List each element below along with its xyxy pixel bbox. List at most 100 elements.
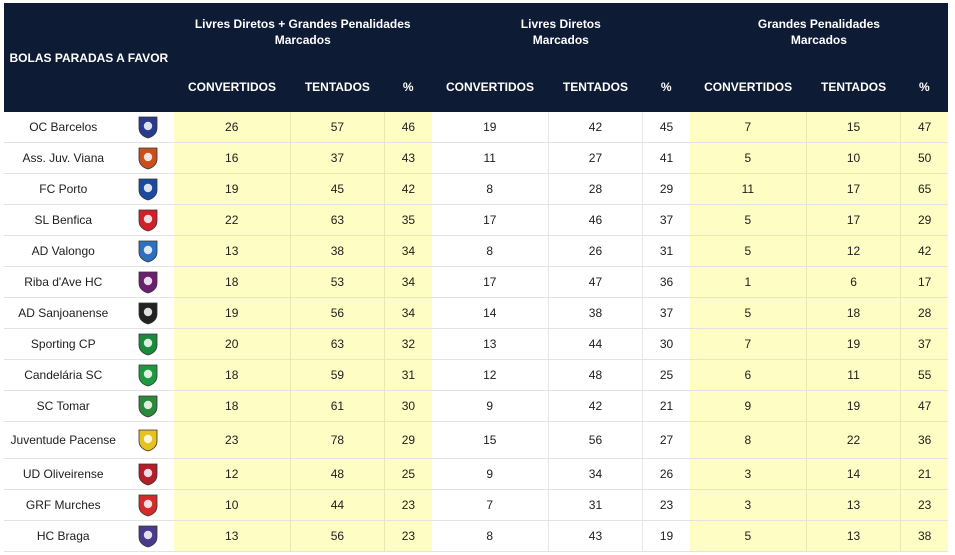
team-crest-cell bbox=[122, 421, 174, 459]
team-name: AD Sanjoanense bbox=[4, 297, 123, 329]
total-tentados-cell: 37 bbox=[290, 142, 386, 174]
livres-diretos-tentados-cell: 47 bbox=[548, 266, 644, 298]
livres-diretos-convertidos-cell: 12 bbox=[431, 359, 549, 391]
col-header-tentados: TENTADOS bbox=[290, 61, 385, 112]
total-percent-cell: 31 bbox=[384, 359, 432, 391]
table-header: BOLAS PARADAS A FAVOR Livres Diretos + G… bbox=[4, 3, 948, 112]
table-row: AD Valongo 13 38 34 8 26 31 5 12 42 bbox=[4, 235, 948, 267]
total-percent-cell: 43 bbox=[384, 142, 432, 174]
livres-diretos-percent-cell: 31 bbox=[642, 235, 690, 267]
col-header-percent: % bbox=[642, 61, 690, 112]
grandes-penalidades-convertidos-cell: 5 bbox=[689, 204, 807, 236]
juventude-pacense-crest bbox=[138, 429, 158, 452]
total-tentados-cell: 63 bbox=[290, 328, 386, 360]
sporting-cp-crest bbox=[138, 333, 158, 356]
livres-diretos-convertidos-cell: 17 bbox=[431, 204, 549, 236]
grandes-penalidades-tentados-cell: 12 bbox=[806, 235, 902, 267]
grandes-penalidades-percent-cell: 17 bbox=[900, 266, 948, 298]
livres-diretos-tentados-cell: 44 bbox=[548, 328, 644, 360]
grandes-penalidades-tentados-cell: 19 bbox=[806, 328, 902, 360]
total-convertidos-cell: 18 bbox=[173, 390, 291, 422]
livres-diretos-percent-cell: 19 bbox=[642, 520, 690, 552]
grandes-penalidades-convertidos-cell: 7 bbox=[689, 328, 807, 360]
grandes-penalidades-percent-cell: 37 bbox=[900, 328, 948, 360]
livres-diretos-tentados-cell: 42 bbox=[548, 112, 644, 143]
aj-viana-crest bbox=[138, 147, 158, 170]
table-row: FC Porto 19 45 42 8 28 29 11 17 65 bbox=[4, 173, 948, 205]
grandes-penalidades-tentados-cell: 18 bbox=[806, 297, 902, 329]
team-crest-cell bbox=[122, 266, 174, 298]
total-percent-cell: 29 bbox=[384, 421, 432, 459]
grandes-penalidades-percent-cell: 50 bbox=[900, 142, 948, 174]
grandes-penalidades-percent-cell: 42 bbox=[900, 235, 948, 267]
group-subtitle: Marcados bbox=[532, 33, 589, 47]
total-convertidos-cell: 23 bbox=[173, 421, 291, 459]
group-header-total: Livres Diretos + Grandes Penalidades Mar… bbox=[173, 3, 432, 61]
team-name: HC Braga bbox=[4, 520, 123, 552]
table-row: UD Oliveirense 12 48 25 9 34 26 3 14 21 bbox=[4, 458, 948, 490]
grandes-penalidades-tentados-cell: 17 bbox=[806, 173, 902, 205]
total-convertidos-cell: 18 bbox=[173, 359, 291, 391]
team-crest-cell bbox=[122, 112, 174, 143]
col-header-percent: % bbox=[900, 61, 948, 112]
team-crest-cell bbox=[122, 328, 174, 360]
total-convertidos-cell: 10 bbox=[173, 489, 291, 521]
team-name: Sporting CP bbox=[4, 328, 123, 360]
grandes-penalidades-percent-cell: 55 bbox=[900, 359, 948, 391]
candelaria-sc-crest bbox=[138, 364, 158, 387]
livres-diretos-percent-cell: 41 bbox=[642, 142, 690, 174]
total-percent-cell: 23 bbox=[384, 489, 432, 521]
total-tentados-cell: 44 bbox=[290, 489, 386, 521]
total-convertidos-cell: 13 bbox=[173, 235, 291, 267]
oc-barcelos-crest bbox=[138, 116, 158, 139]
team-crest-cell bbox=[122, 489, 174, 521]
ad-sanjoanense-crest bbox=[138, 302, 158, 325]
col-header-tentados: TENTADOS bbox=[806, 61, 901, 112]
table-row: Candelária SC 18 59 31 12 48 25 6 11 55 bbox=[4, 359, 948, 391]
team-crest-cell bbox=[122, 520, 174, 552]
total-tentados-cell: 78 bbox=[290, 421, 386, 459]
team-crest-cell bbox=[122, 458, 174, 490]
table-row: GRF Murches 10 44 23 7 31 23 3 13 23 bbox=[4, 489, 948, 521]
header-row-columns: CONVERTIDOS TENTADOS % CONVERTIDOS TENTA… bbox=[4, 61, 948, 112]
livres-diretos-tentados-cell: 31 bbox=[548, 489, 644, 521]
livres-diretos-tentados-cell: 48 bbox=[548, 359, 644, 391]
hc-braga-crest bbox=[138, 525, 158, 548]
total-convertidos-cell: 18 bbox=[173, 266, 291, 298]
ad-valongo-crest bbox=[138, 240, 158, 263]
grandes-penalidades-tentados-cell: 14 bbox=[806, 458, 902, 490]
grandes-penalidades-convertidos-cell: 11 bbox=[689, 173, 807, 205]
table-row: Ass. Juv. Viana 16 37 43 11 27 41 5 10 50 bbox=[4, 142, 948, 174]
grandes-penalidades-convertidos-cell: 3 bbox=[689, 458, 807, 490]
sc-tomar-crest bbox=[138, 395, 158, 418]
total-percent-cell: 34 bbox=[384, 235, 432, 267]
livres-diretos-convertidos-cell: 8 bbox=[431, 235, 549, 267]
grandes-penalidades-tentados-cell: 13 bbox=[806, 489, 902, 521]
team-crest-cell bbox=[122, 390, 174, 422]
group-title: Livres Diretos bbox=[520, 17, 601, 31]
table-row: Riba d'Ave HC 18 53 34 17 47 36 1 6 17 bbox=[4, 266, 948, 298]
total-convertidos-cell: 20 bbox=[173, 328, 291, 360]
livres-diretos-convertidos-cell: 9 bbox=[431, 390, 549, 422]
group-subtitle: Marcados bbox=[790, 33, 847, 47]
grandes-penalidades-convertidos-cell: 5 bbox=[689, 520, 807, 552]
livres-diretos-percent-cell: 30 bbox=[642, 328, 690, 360]
livres-diretos-tentados-cell: 34 bbox=[548, 458, 644, 490]
team-name: GRF Murches bbox=[4, 489, 123, 521]
livres-diretos-percent-cell: 27 bbox=[642, 421, 690, 459]
total-percent-cell: 34 bbox=[384, 297, 432, 329]
table-row: SL Benfica 22 63 35 17 46 37 5 17 29 bbox=[4, 204, 948, 236]
total-percent-cell: 25 bbox=[384, 458, 432, 490]
grandes-penalidades-percent-cell: 21 bbox=[900, 458, 948, 490]
livres-diretos-tentados-cell: 26 bbox=[548, 235, 644, 267]
total-tentados-cell: 61 bbox=[290, 390, 386, 422]
team-name: Ass. Juv. Viana bbox=[4, 142, 123, 174]
team-name: AD Valongo bbox=[4, 235, 123, 267]
team-name: SL Benfica bbox=[4, 204, 123, 236]
riba-dave-crest bbox=[138, 271, 158, 294]
livres-diretos-convertidos-cell: 14 bbox=[431, 297, 549, 329]
team-name: FC Porto bbox=[4, 173, 123, 205]
livres-diretos-percent-cell: 36 bbox=[642, 266, 690, 298]
livres-diretos-tentados-cell: 43 bbox=[548, 520, 644, 552]
grandes-penalidades-percent-cell: 36 bbox=[900, 421, 948, 459]
